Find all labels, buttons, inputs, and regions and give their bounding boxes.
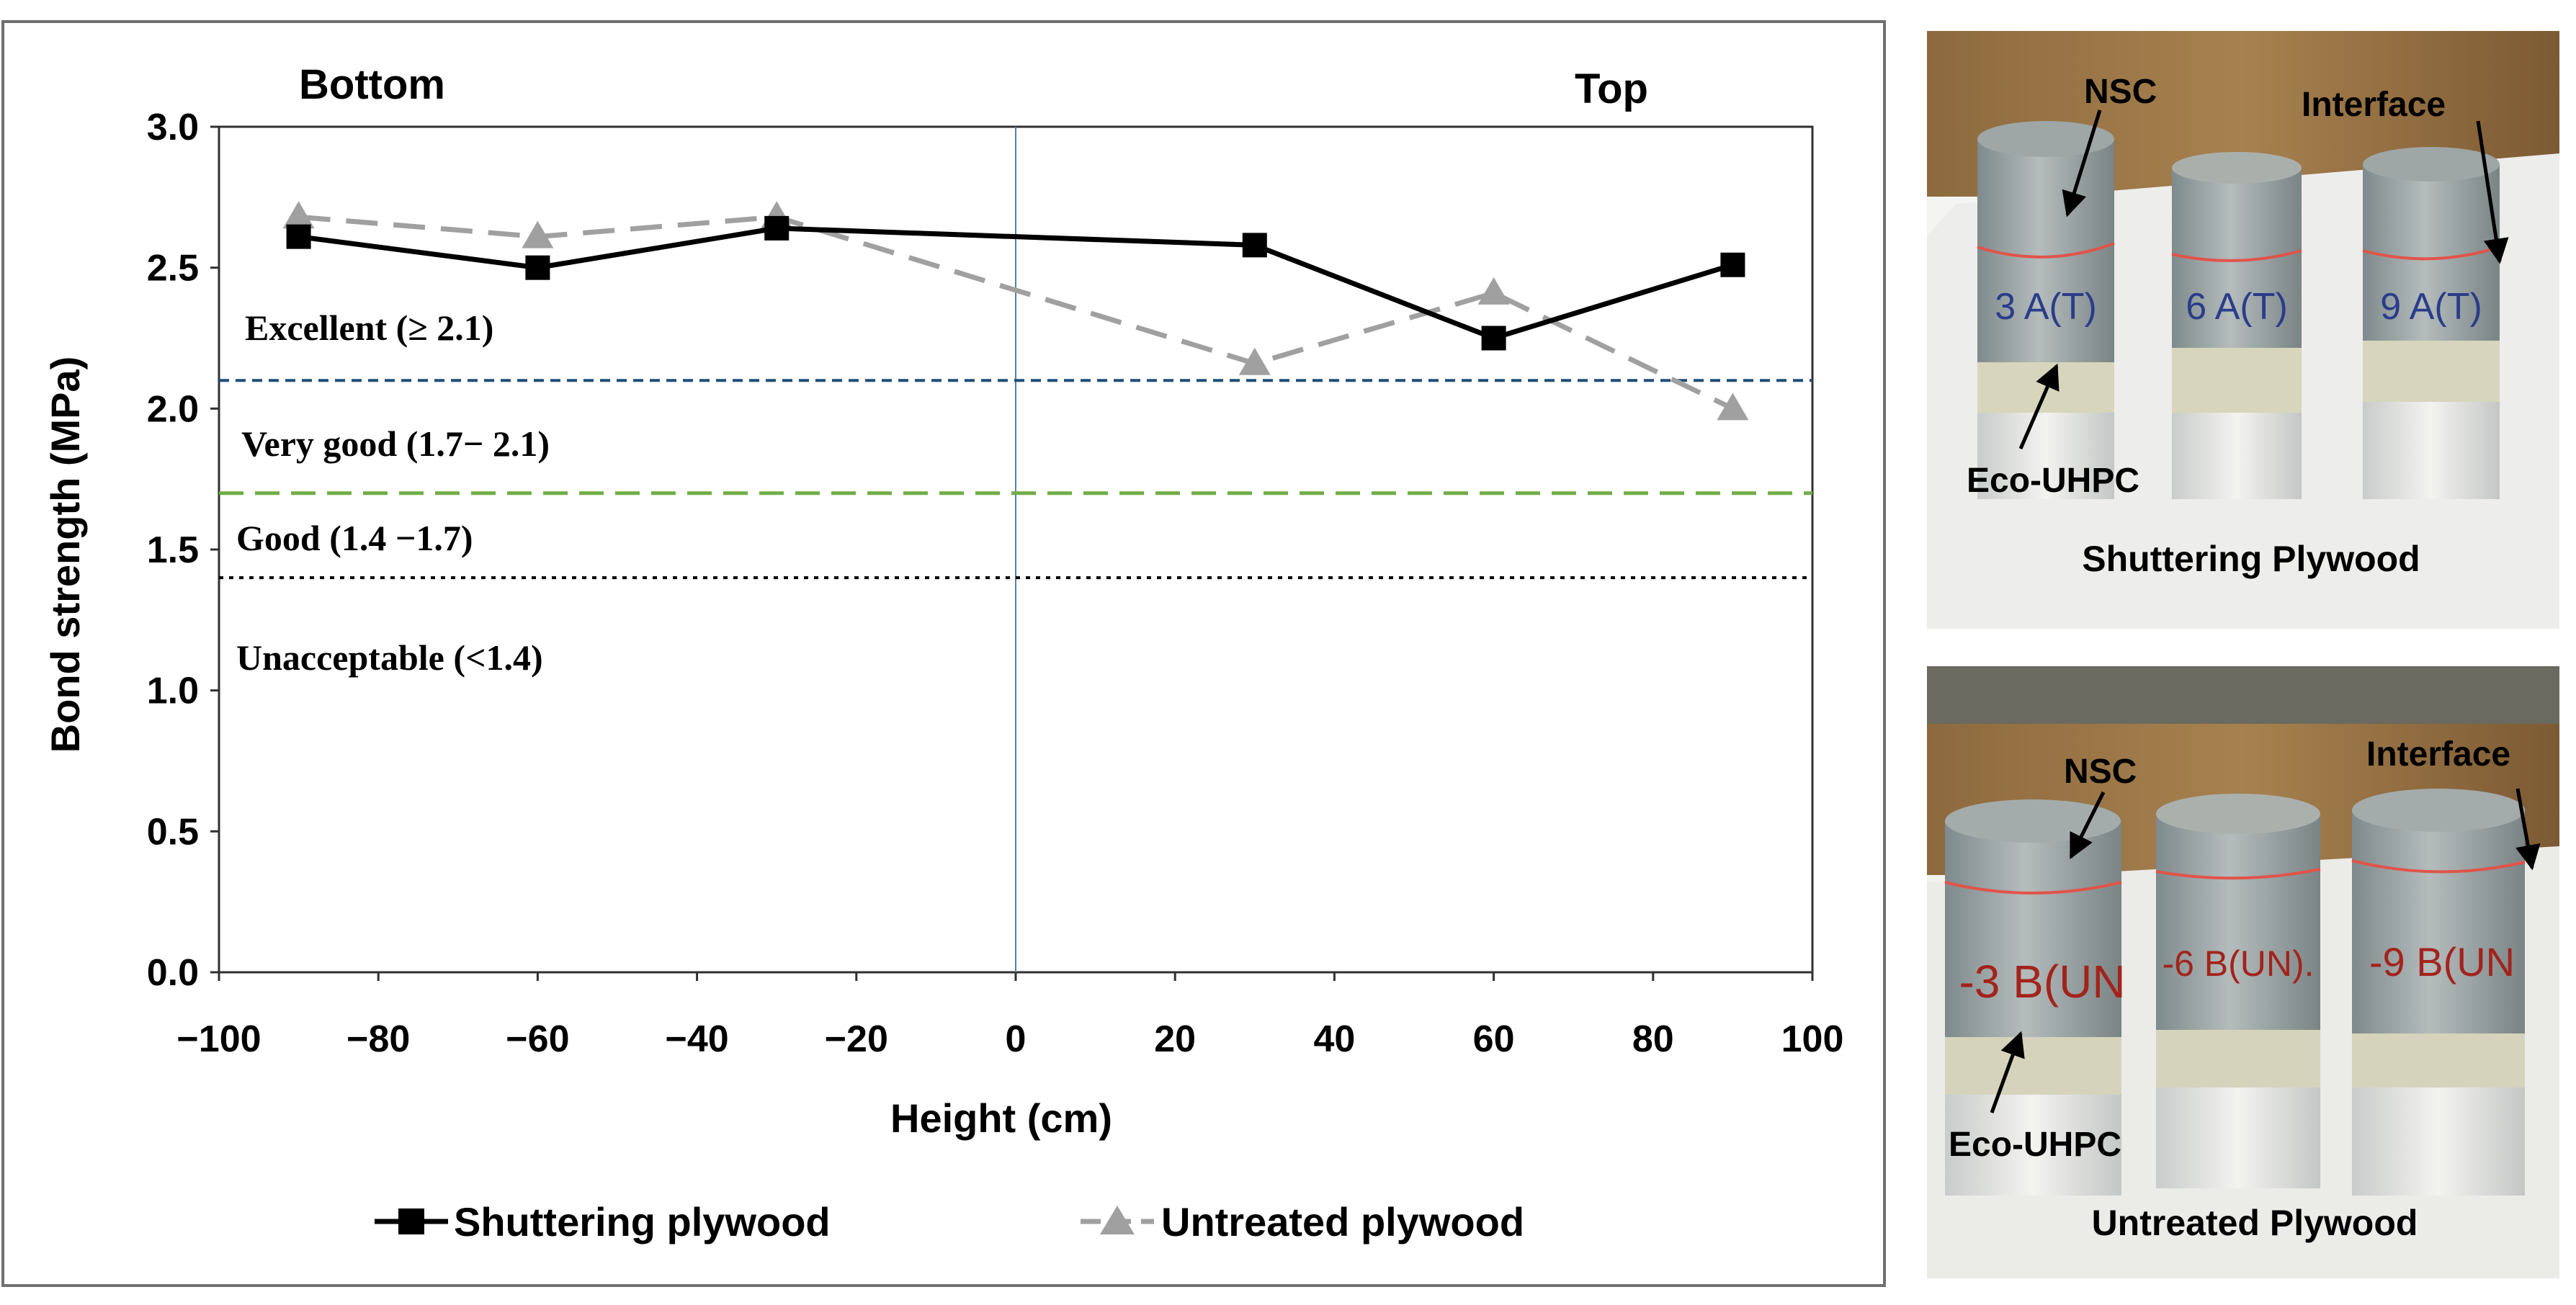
x-tick-label: −100 (176, 1018, 261, 1060)
data-point-untreated (282, 201, 315, 229)
arrow-nsc (2062, 109, 2102, 218)
y-axis-title: Bond strength (MPa) (43, 356, 88, 753)
legend-marker-untreated (1100, 1206, 1135, 1234)
specimen-label-3b: -3 B(UN (1959, 956, 2125, 1008)
category-very-good: Very good (1.7− 2.1) (241, 423, 550, 464)
data-point-shuttering (764, 215, 790, 241)
photo-label-eco-uhpc: Eco-UHPC (1949, 1126, 2121, 1164)
category-unacceptable: Unacceptable (<1.4) (236, 637, 543, 678)
y-tick-label: 0.5 (147, 811, 199, 853)
y-tick-label: 1.0 (147, 671, 199, 712)
arrow-interface (2476, 120, 2509, 264)
region-label-top: Top (1575, 66, 1648, 112)
legend-label-untreated: Untreated plywood (1161, 1199, 1524, 1245)
y-tick-label: 2.5 (147, 248, 199, 290)
cylinder-2 (2155, 794, 2321, 1188)
cylinder-3 (2351, 789, 2526, 1196)
data-point-shuttering (1242, 233, 1267, 258)
y-tick-label: 1.5 (147, 529, 199, 571)
arrow-eco-uhpc (2018, 363, 2060, 449)
y-tick-label: 2.0 (147, 388, 199, 430)
photo-untreated-plywood: -3 B(UN -6 B(UN). -9 B(UN NSC Interface … (1927, 666, 2559, 1278)
photo-shuttering-plywood: 3 A(T) 6 A(T) 9 A(T) NSC Interface Eco-U… (1927, 31, 2559, 629)
specimen-label-9b: -9 B(UN (2369, 939, 2515, 985)
x-axis-title: Height (cm) (890, 1095, 1112, 1141)
photo-label-interface: Interface (2366, 735, 2510, 773)
series-line-untreated (298, 214, 1734, 411)
x-tick-label: 80 (1632, 1018, 1674, 1060)
x-tick-label: 20 (1154, 1018, 1196, 1060)
region-label-bottom: Bottom (299, 61, 445, 108)
data-point-shuttering (525, 255, 550, 280)
specimen-label-9a: 9 A(T) (2380, 286, 2482, 328)
x-tick-label: −20 (825, 1018, 888, 1060)
specimen-label-6b: -6 B(UN). (2162, 943, 2314, 984)
legend-marker-shuttering (398, 1208, 424, 1234)
photo-title-untreated: Untreated Plywood (2092, 1203, 2418, 1243)
x-tick-label: −60 (506, 1018, 569, 1060)
data-point-shuttering (1481, 326, 1506, 351)
specimen-label-6a: 6 A(T) (2186, 286, 2288, 328)
x-tick-label: −80 (346, 1018, 410, 1060)
legend-label-shuttering: Shuttering plywood (454, 1199, 831, 1245)
data-point-shuttering (1720, 252, 1745, 277)
x-tick-label: −40 (665, 1018, 728, 1060)
photo-label-interface: Interface (2302, 86, 2446, 124)
y-tick-label: 3.0 (147, 107, 199, 148)
arrow-interface (2515, 788, 2541, 871)
category-excellent: Excellent (≥ 2.1) (245, 308, 493, 348)
legend: Shuttering plywood Untreated plywood (375, 1199, 1524, 1245)
arrow-nsc (2069, 791, 2106, 860)
data-point-untreated (1477, 277, 1510, 305)
cylinder-2 (2171, 152, 2302, 499)
photo-title-shuttering: Shuttering Plywood (2082, 539, 2420, 579)
photo-label-eco-uhpc: Eco-UHPC (1967, 462, 2139, 500)
photo-label-nsc: NSC (2084, 73, 2157, 111)
data-point-untreated (522, 220, 554, 248)
series-line-shuttering (298, 225, 1734, 341)
cylinder-3 (2362, 147, 2500, 499)
data-point-untreated (1717, 393, 1749, 421)
x-tick-label: 0 (1006, 1018, 1027, 1060)
category-good: Good (1.4 −1.7) (236, 518, 473, 558)
specimen-label-3a: 3 A(T) (1995, 286, 2097, 328)
data-point-shuttering (286, 224, 311, 249)
x-tick-label: 100 (1781, 1018, 1844, 1060)
chart-layer: 0.0 0.5 1.0 1.5 2.0 2.5 3.0 −100 −80 −60 −40 −20 0 20… (147, 107, 1844, 1060)
y-tick-label: 0.0 (147, 952, 199, 994)
data-point-untreated (1238, 347, 1271, 375)
x-tick-label: 40 (1313, 1018, 1355, 1060)
x-tick-label: 60 (1473, 1018, 1515, 1060)
arrow-eco-uhpc (1990, 1031, 2025, 1113)
photo-label-nsc: NSC (2064, 753, 2137, 791)
